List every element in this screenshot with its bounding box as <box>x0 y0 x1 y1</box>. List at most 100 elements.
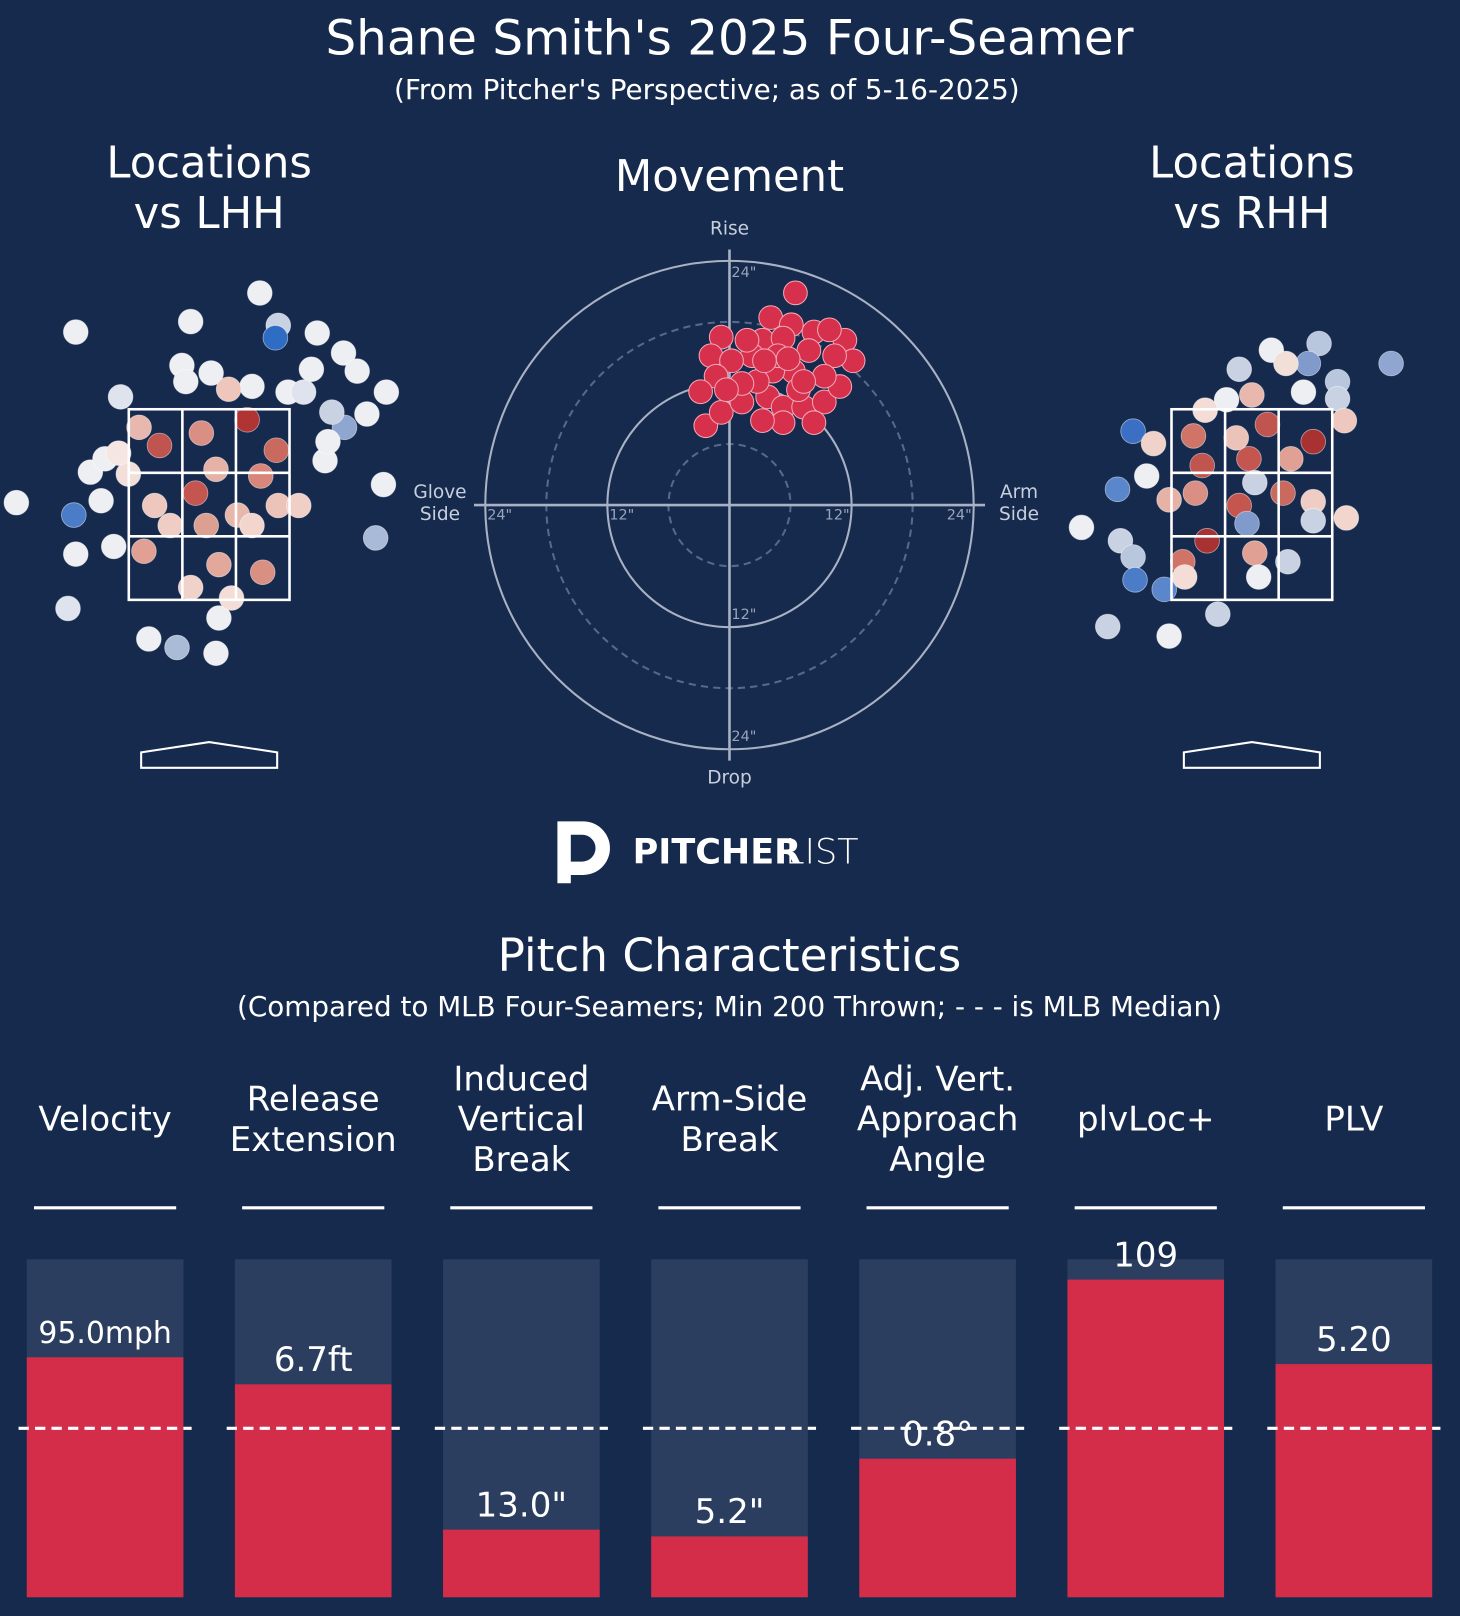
pitch-point <box>330 340 357 366</box>
value-label: 6.7ft <box>274 1340 353 1380</box>
pitch-point <box>1324 385 1351 412</box>
strike-zone <box>127 407 291 602</box>
pitch-point <box>1104 476 1131 503</box>
pitch-point <box>290 379 317 405</box>
y-tick-label: 24" <box>731 265 756 281</box>
pitch-point <box>262 324 289 351</box>
pitch-point <box>1194 528 1220 554</box>
pitch-point <box>182 480 209 506</box>
pitch-point <box>811 363 837 389</box>
pitch-point <box>173 368 199 395</box>
pitch-point <box>1300 428 1326 455</box>
category-label: PLV <box>1324 1100 1383 1140</box>
pitch-point <box>239 373 265 400</box>
pitch-point <box>1140 430 1167 457</box>
pitch-point <box>1245 564 1272 590</box>
pitch-point <box>698 343 724 369</box>
category-label: Release <box>247 1080 380 1120</box>
axis-label: Drop <box>707 768 752 789</box>
pitch-point <box>801 410 827 436</box>
pitch-point <box>319 399 345 425</box>
pitch-point <box>1236 446 1262 472</box>
home-plate <box>140 741 279 769</box>
category-label: Angle <box>889 1140 986 1180</box>
x-tick-label: 12" <box>609 507 634 523</box>
pitch-point <box>203 640 229 667</box>
pitch-point <box>263 437 290 464</box>
points <box>1068 330 1404 649</box>
x-tick-label: 12" <box>825 507 850 523</box>
pitch-point <box>362 525 389 551</box>
pitch-point <box>708 400 734 425</box>
category-label: Adj. Vert. <box>860 1060 1015 1100</box>
value-label: 95.0mph <box>38 1316 172 1351</box>
category-label: Approach <box>857 1100 1019 1140</box>
pitch-point <box>750 408 775 433</box>
axis-label: Rise <box>710 218 749 239</box>
pitch-point <box>234 406 260 433</box>
bar <box>859 1458 1016 1598</box>
pitch-point <box>688 379 713 405</box>
category-label: plvLoc+ <box>1077 1100 1214 1140</box>
pitch-point <box>3 489 30 516</box>
pitch-point <box>758 305 784 330</box>
pitch-point <box>218 585 245 611</box>
axis-label: Glove <box>413 482 466 503</box>
y-tick-label: 12" <box>731 607 756 623</box>
pitch-point <box>1120 544 1146 570</box>
pitch-point <box>239 512 265 539</box>
pitch-point <box>247 463 274 489</box>
chart-title: Locations <box>106 139 312 189</box>
category-label: Break <box>472 1140 570 1180</box>
pitch-point <box>146 432 173 459</box>
pitch-point <box>1122 567 1148 593</box>
pitch-point <box>1226 356 1252 383</box>
pitch-point <box>1273 350 1299 377</box>
section-subtitle: (Compared to MLB Four-Seamers; Min 200 T… <box>237 990 1222 1023</box>
pitch-point <box>141 492 168 519</box>
value-label: 5.2" <box>695 1492 765 1532</box>
chart-title: vs LHH <box>134 189 285 239</box>
bar <box>1067 1279 1225 1598</box>
pitch-point <box>1180 423 1207 449</box>
category-label: Break <box>680 1120 778 1160</box>
points <box>688 280 866 439</box>
pitch-point <box>164 634 190 661</box>
pitch-point <box>1275 548 1301 575</box>
pitch-point <box>1171 564 1198 590</box>
pitch-point <box>126 414 152 441</box>
pitch-point <box>206 605 232 631</box>
pitch-point <box>62 319 89 345</box>
pitch-point <box>1295 350 1322 377</box>
pitch-point <box>1378 350 1404 377</box>
pitch-point <box>817 317 842 343</box>
pitch-point <box>752 348 777 374</box>
page-title: Shane Smith's 2025 Four-Seamer <box>325 10 1133 66</box>
pitch-point <box>370 471 397 498</box>
strike-zone <box>1170 407 1334 602</box>
pitch-point <box>157 512 183 539</box>
pitch-point <box>1254 411 1281 438</box>
pitch-point <box>203 456 229 483</box>
pitch-point <box>791 369 817 394</box>
pitch-point <box>188 420 215 446</box>
chart-title: Movement <box>615 152 844 202</box>
pitch-point <box>714 377 739 403</box>
pitch-point <box>198 360 224 386</box>
pitch-point <box>734 327 760 353</box>
y-tick-label: 24" <box>731 729 756 745</box>
pitch-point <box>88 487 114 514</box>
logo: PITCHER LIST <box>557 821 859 884</box>
pitch-point <box>1068 514 1095 541</box>
category-label: Extension <box>230 1120 397 1160</box>
logo-icon <box>557 821 610 884</box>
pitch-point <box>298 356 325 383</box>
pitch-point <box>247 280 273 306</box>
pitch-point <box>1156 623 1182 649</box>
pitch-point <box>719 348 744 374</box>
logo-text: PITCHER <box>633 831 801 872</box>
pitch-point <box>177 308 204 335</box>
chart-title: vs RHH <box>1173 189 1330 239</box>
axis-label: Side <box>420 504 460 525</box>
